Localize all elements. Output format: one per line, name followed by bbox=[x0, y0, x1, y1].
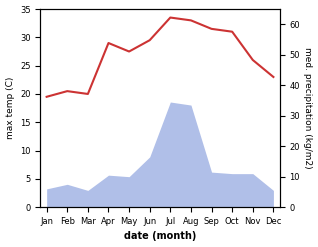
X-axis label: date (month): date (month) bbox=[124, 231, 196, 242]
Y-axis label: med. precipitation (kg/m2): med. precipitation (kg/m2) bbox=[303, 47, 313, 169]
Y-axis label: max temp (C): max temp (C) bbox=[5, 77, 15, 139]
